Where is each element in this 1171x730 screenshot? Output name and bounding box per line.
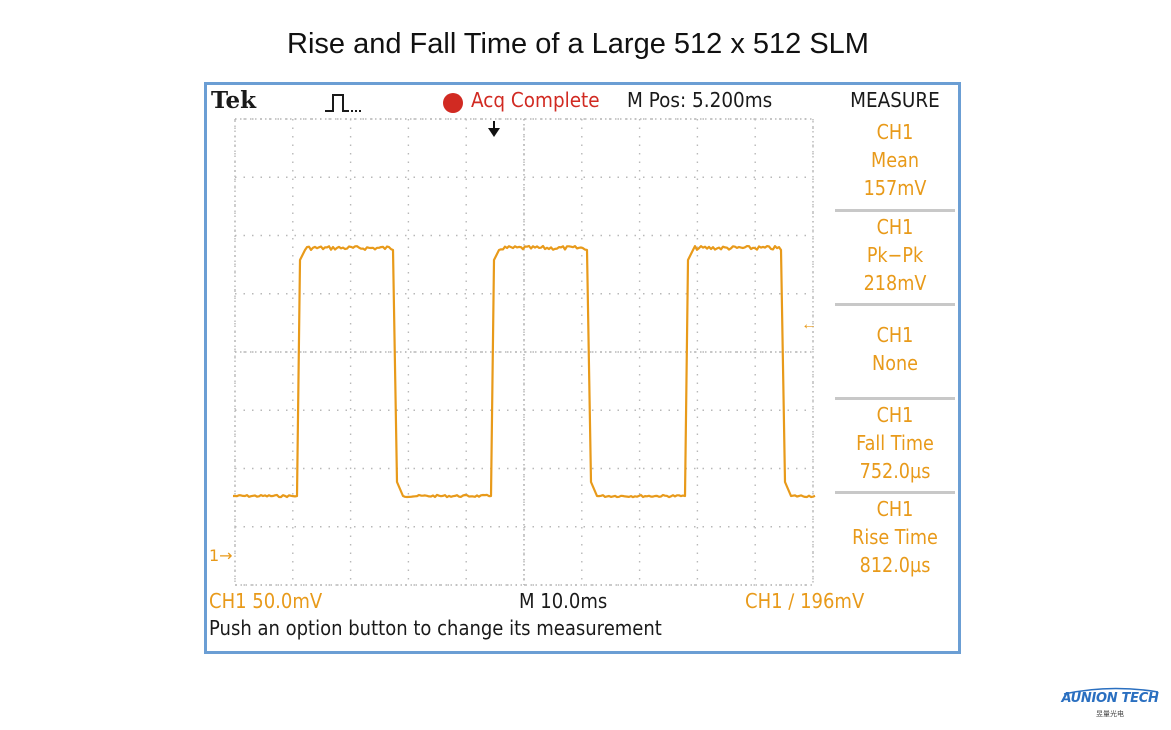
measurement-channel: CH1: [876, 215, 914, 239]
timebase-readout: M 10.0ms: [519, 589, 608, 613]
measurement-channel: CH1: [876, 403, 914, 427]
measurement-value: 218mV: [863, 271, 927, 295]
grid-frame: [234, 118, 814, 586]
measurement-name: Pk−Pk: [866, 243, 924, 267]
ch1-vertical-scale: CH1 50.0mV: [209, 589, 323, 613]
measurement-channel: CH1: [876, 120, 914, 144]
acquisition-status-icon: [443, 93, 463, 113]
divider: [835, 303, 955, 306]
measurement-value: 752.0µs: [859, 459, 931, 483]
logo-wordmark: AUNION TECH: [1061, 691, 1159, 706]
help-message: Push an option button to change its meas…: [209, 616, 662, 640]
trigger-readout: CH1 ∕ 196mV: [745, 589, 865, 613]
divider: [835, 491, 955, 494]
acquisition-status: Acq Complete: [471, 88, 600, 112]
graticule-grid: [234, 118, 814, 586]
horizontal-position: M Pos: 5.200ms: [627, 88, 773, 112]
measurement-pk-pk[interactable]: CH1 Pk−Pk 218mV: [833, 213, 957, 297]
tek-brand-logo: Tek: [211, 87, 257, 114]
measurement-none[interactable]: CH1 None: [833, 321, 957, 377]
measurement-channel: CH1: [876, 323, 914, 347]
measurement-rise-time[interactable]: CH1 Rise Time 812.0µs: [833, 495, 957, 579]
logo-swoosh-icon: [1063, 687, 1159, 695]
measurement-value: 157mV: [863, 176, 927, 200]
ch1-ground-marker: 1→: [209, 546, 233, 565]
ch1-waveform-trace: [233, 244, 816, 499]
left-arrow-icon: ←: [801, 316, 817, 333]
logo-subtitle: 昱量光电: [1096, 710, 1124, 718]
measurement-mean[interactable]: CH1 Mean 157mV: [833, 118, 957, 202]
measurement-name: None: [872, 351, 918, 375]
measurement-name: Rise Time: [852, 525, 938, 549]
measurement-value: 812.0µs: [859, 553, 931, 577]
measurement-channel: CH1: [876, 497, 914, 521]
company-logo: AUNION TECH 昱量光电: [1058, 686, 1162, 726]
measurement-fall-time[interactable]: CH1 Fall Time 752.0µs: [833, 401, 957, 485]
single-pulse-icon: [325, 94, 363, 112]
measurement-name: Fall Time: [856, 431, 934, 455]
divider: [835, 397, 955, 400]
measurement-name: Mean: [871, 148, 919, 172]
page-title: Rise and Fall Time of a Large 512 x 512 …: [287, 28, 869, 60]
measure-menu-title: MEASURE: [850, 88, 940, 112]
divider: [835, 209, 955, 212]
waveform-display: [233, 118, 816, 586]
oscilloscope-screen: Tek Acq Complete M Pos: 5.200ms MEASURE …: [204, 82, 961, 654]
down-arrow-icon: [488, 121, 500, 137]
